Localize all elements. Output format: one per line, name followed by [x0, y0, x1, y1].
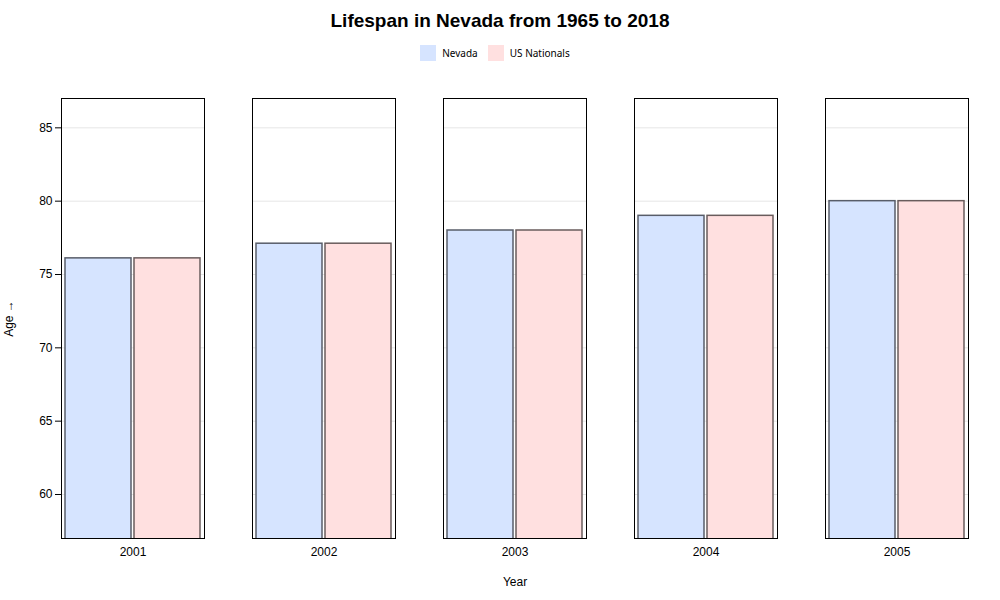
- html-text:Nevada: Nevada: [442, 45, 478, 60]
- svg-text:2001: 2001: [120, 545, 147, 559]
- svg-text:70: 70: [39, 341, 53, 355]
- svg-text:2003: 2003: [502, 545, 529, 559]
- svg-text:2004: 2004: [693, 545, 720, 559]
- html-text:US Nationals: US Nationals: [509, 45, 570, 60]
- html-text:Lifespan in Nevada from 1965 t: Lifespan in Nevada from 1965 to 2018: [330, 10, 670, 31]
- svg-text:Age →: Age →: [2, 300, 16, 337]
- svg-text:2002: 2002: [311, 545, 338, 559]
- svg-text:75: 75: [39, 267, 53, 281]
- svg-text:80: 80: [39, 194, 53, 208]
- svg-text:85: 85: [39, 121, 53, 135]
- svg-text:Year: Year: [503, 575, 527, 589]
- svg-text:2005: 2005: [884, 545, 911, 559]
- svg-text:60: 60: [39, 487, 53, 501]
- svg-text:65: 65: [39, 414, 53, 428]
